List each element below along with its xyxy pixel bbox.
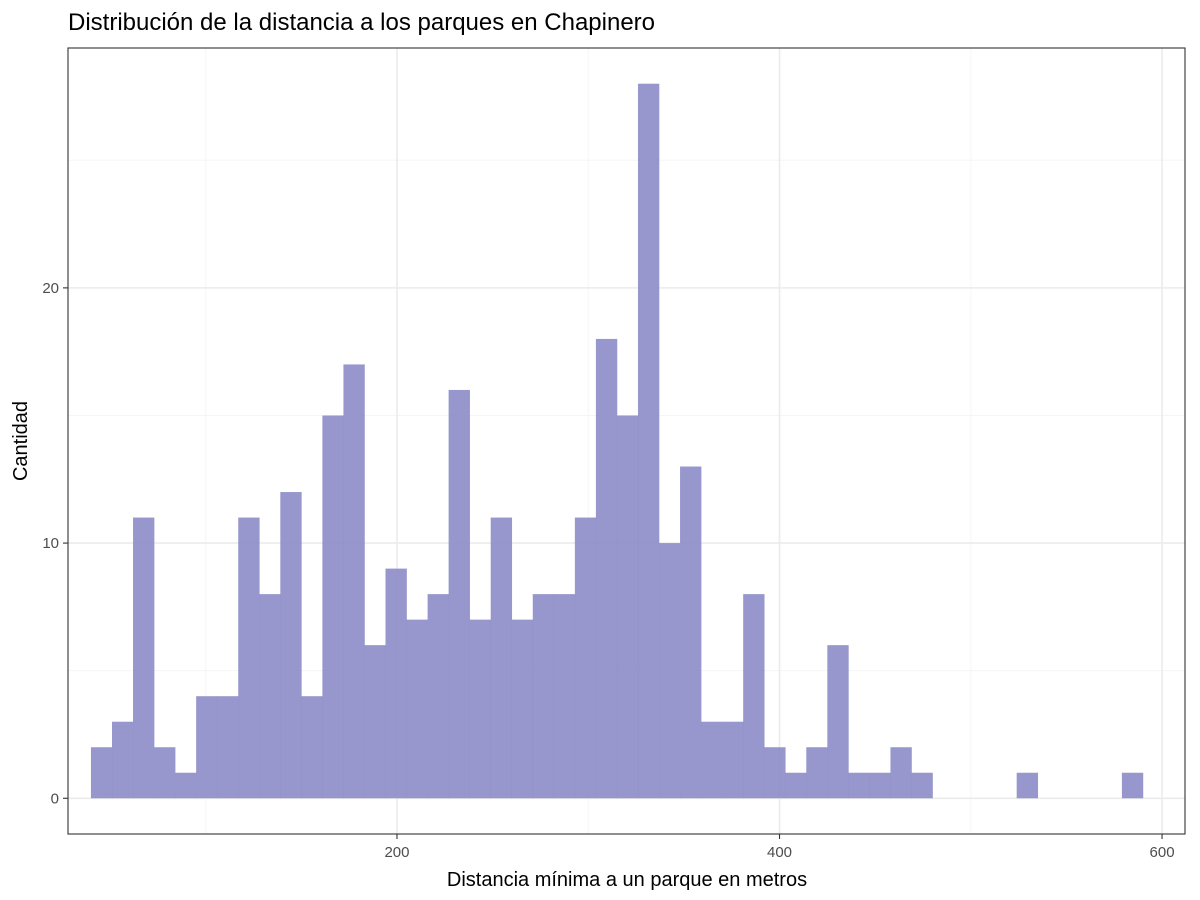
histogram-bar: [154, 747, 176, 799]
histogram-bar: [574, 517, 597, 799]
histogram-bar: [343, 364, 365, 799]
histogram-bar: [701, 721, 723, 799]
histogram-bar: [637, 83, 660, 799]
histogram-bar: [869, 772, 891, 799]
histogram-bar: [806, 747, 828, 799]
histogram-bar: [238, 517, 260, 799]
x-axis-title: Distancia mínima a un parque en metros: [447, 869, 807, 891]
y-tick-label: 10: [42, 535, 59, 552]
histogram-bar: [217, 696, 239, 799]
y-axis: 0 10 20: [42, 280, 68, 807]
histogram-bar: [616, 415, 639, 799]
x-tick-label: 600: [1150, 844, 1175, 861]
histogram-bar: [511, 619, 534, 799]
histogram-bar: [680, 466, 702, 799]
histogram-bar: [1016, 772, 1039, 799]
y-axis-title: Cantidad: [10, 401, 32, 481]
histogram-bar: [196, 696, 218, 799]
histogram-bar: [175, 772, 197, 799]
histogram-bar: [659, 543, 681, 799]
histogram-bar: [848, 772, 870, 799]
histogram-bar: [133, 517, 155, 799]
histogram-bar: [427, 594, 449, 799]
histogram-bar: [364, 645, 386, 799]
y-tick-label: 20: [42, 280, 59, 297]
histogram-bar: [553, 594, 576, 799]
x-tick-label: 200: [384, 844, 409, 861]
histogram-bar: [827, 645, 849, 799]
histogram-bar: [1121, 772, 1144, 799]
histogram-bar: [764, 747, 786, 799]
histogram-bar: [469, 619, 492, 799]
histogram-bar: [890, 747, 912, 799]
panel-border: [67, 47, 1186, 835]
histogram-bar: [406, 619, 428, 799]
chart-title: Distribución de la distancia a los parqu…: [68, 9, 655, 36]
histogram-bar: [595, 338, 618, 799]
histogram-bar: [911, 772, 933, 799]
histogram-bar: [90, 747, 113, 799]
histogram-bar: [722, 721, 744, 799]
histogram-bar: [280, 492, 302, 799]
x-axis: 200 400 600: [384, 834, 1175, 861]
y-tick-label: 0: [51, 790, 59, 807]
histogram-bar: [111, 721, 134, 799]
histogram-bar: [743, 594, 765, 799]
histogram-bar: [301, 696, 323, 799]
histogram-bar: [322, 415, 344, 799]
histogram-bar: [259, 594, 281, 799]
histogram-bar: [490, 517, 513, 799]
histogram-bar: [385, 568, 407, 799]
x-tick-label: 400: [767, 844, 792, 861]
histogram-bar: [785, 772, 807, 799]
histogram-bars: [90, 83, 1144, 799]
histogram-bar: [448, 389, 470, 799]
histogram-bar: [532, 594, 555, 799]
